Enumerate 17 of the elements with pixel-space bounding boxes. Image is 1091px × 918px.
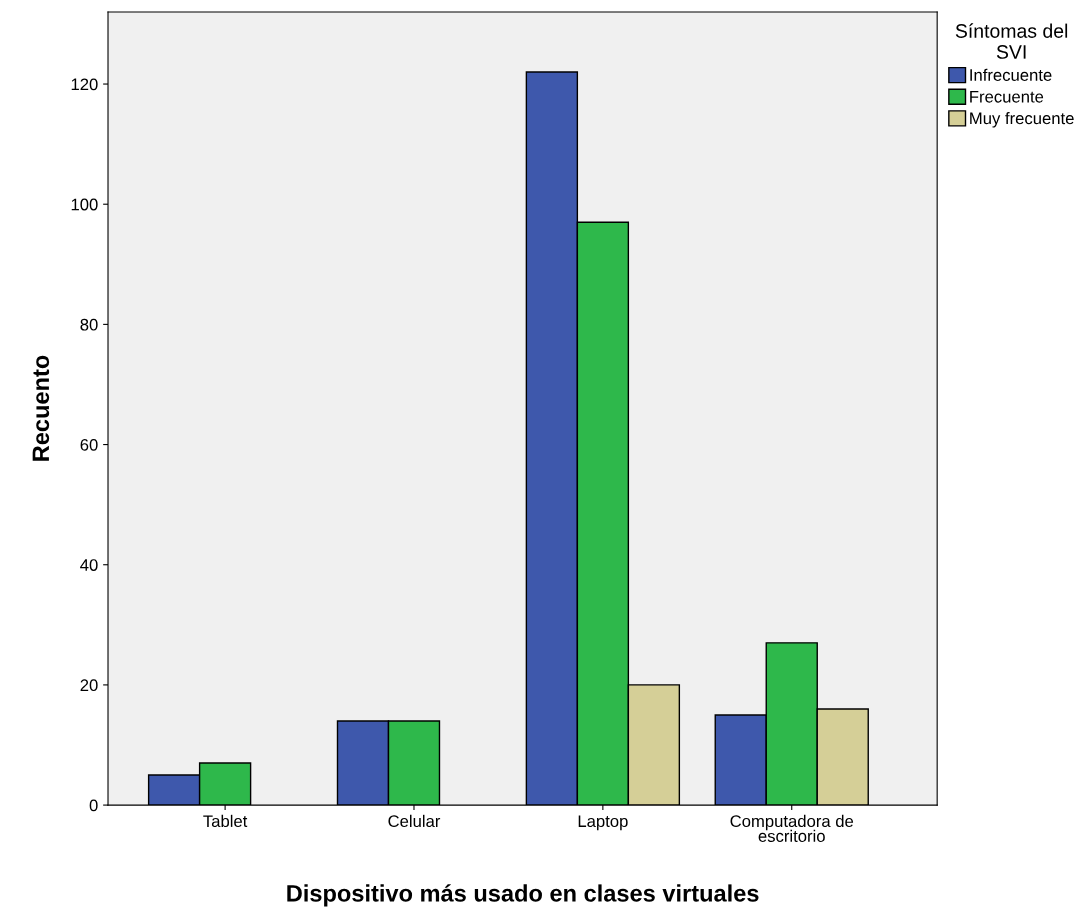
- legend-label: Infrecuente: [970, 68, 1052, 81]
- x-tick-label: Celular: [388, 814, 441, 828]
- y-tick-label: 40: [80, 559, 98, 571]
- legend-title: Síntomas del SVI: [955, 23, 1068, 59]
- y-tick-label: 20: [80, 679, 98, 692]
- y-tick-label: 100: [71, 198, 98, 211]
- y-tick-label: 80: [80, 318, 98, 331]
- y-tick-label: 120: [71, 78, 98, 91]
- x-axis-title: Dispositivo más usado en clases virtuales: [287, 884, 759, 907]
- x-tick-label: Laptop: [578, 815, 628, 831]
- x-tick-label: Computadora de escritorio: [730, 814, 854, 842]
- x-tick-label: Tablet: [203, 814, 248, 828]
- y-axis-title: Recuento: [32, 355, 50, 461]
- y-tick-label: 60: [80, 438, 98, 451]
- legend-label: Frecuente: [970, 91, 1044, 103]
- legend-label: Muy frecuente: [970, 112, 1074, 128]
- y-tick-label: 0: [89, 799, 98, 812]
